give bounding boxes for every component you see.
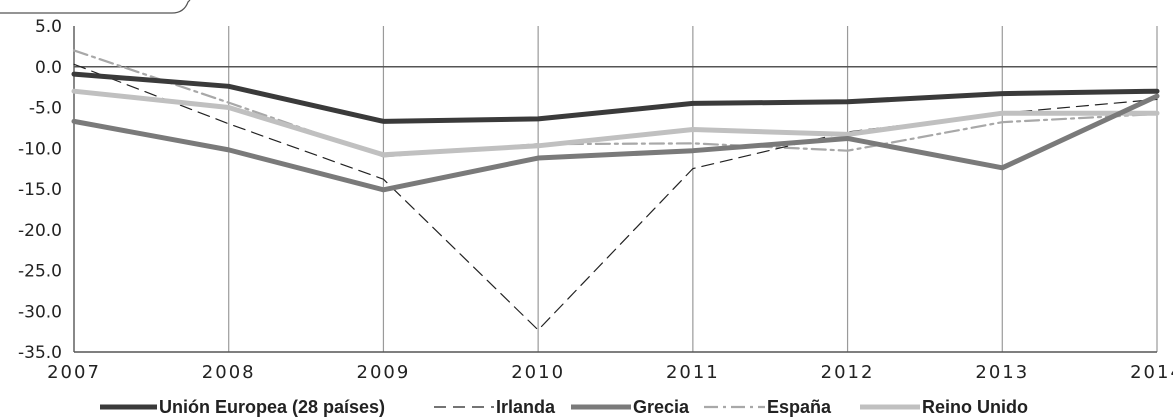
y-tick-label: -10.0: [18, 139, 62, 159]
x-tick-label: 2010: [511, 362, 565, 383]
series-line-reino-unido: [71, 88, 1160, 158]
y-tick-label: 5.0: [35, 17, 62, 37]
legend: Unión Europea (28 países) Irlanda Grecia Es…: [100, 397, 1028, 417]
y-tick-label: -20.0: [18, 221, 62, 241]
y-tick-label: -35.0: [18, 343, 62, 363]
x-tick-label: 2007: [47, 362, 101, 383]
x-tick-label: 2013: [975, 362, 1029, 383]
x-tick-label: 2011: [666, 362, 720, 383]
y-axis-ticks: 5.0 0.0 -5.0 -10.0 -15.0 -20.0 -25.0 -30.0 -35.0: [18, 17, 62, 363]
y-tick-label: -30.0: [18, 302, 62, 322]
legend-label: España: [767, 397, 832, 417]
y-tick-label: -15.0: [18, 180, 62, 200]
y-tick-label: -5.0: [29, 99, 62, 119]
grid-lines: [228, 26, 1158, 352]
legend-label: Unión Europea (28 países): [159, 397, 385, 417]
x-tick-label: 2009: [357, 362, 411, 383]
axes: [73, 26, 1157, 353]
series-line-grecia: [71, 93, 1160, 193]
legend-label: Irlanda: [496, 397, 556, 417]
x-tick-label: 2008: [202, 362, 256, 383]
legend-label: Grecia: [633, 397, 690, 417]
series-line-irlanda: [73, 63, 1158, 331]
y-tick-label: -25.0: [18, 262, 62, 282]
series-line-uni-n-europea-pa-ses-: [71, 71, 1160, 124]
x-tick-label: 2012: [821, 362, 875, 383]
title-tab-outline: [0, 0, 191, 14]
legend-label: Reino Unido: [922, 397, 1028, 417]
series-line-espa-a: [72, 49, 1159, 158]
series-lines: [71, 49, 1160, 331]
x-tick-label: 2014: [1130, 362, 1173, 383]
x-axis-ticks: 2007 2008 2009 2010 2011 2012 2013 2014: [47, 362, 1173, 383]
y-tick-label: 0.0: [35, 58, 62, 78]
